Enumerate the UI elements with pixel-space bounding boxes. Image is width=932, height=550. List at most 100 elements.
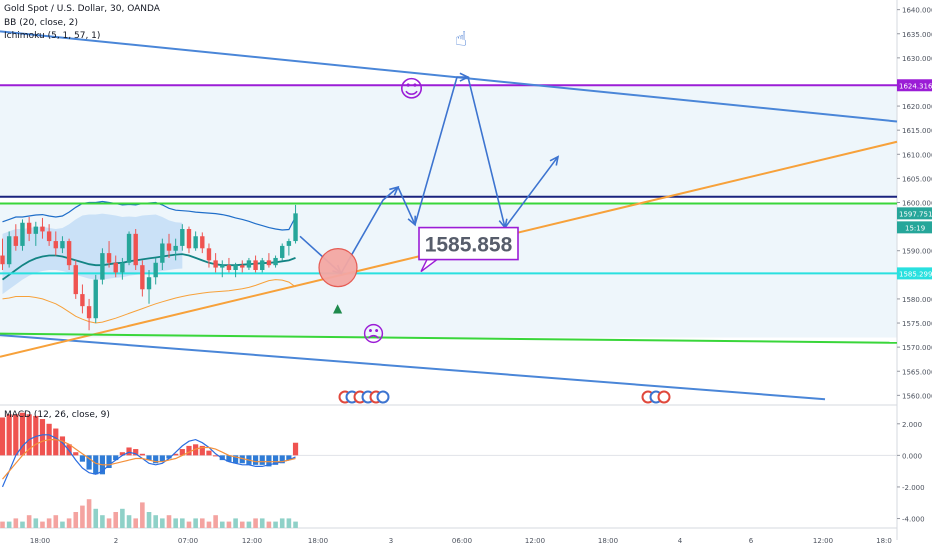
candle-body[interactable] — [206, 248, 212, 261]
event-flag-icon[interactable] — [376, 390, 390, 404]
price-tag-label: 1624.316 — [899, 82, 932, 90]
macd-histogram-bar[interactable] — [173, 453, 179, 456]
event-flag-icon[interactable] — [657, 390, 671, 404]
macd-histogram-bar[interactable] — [33, 415, 39, 456]
macd-histogram-bar[interactable] — [266, 455, 272, 467]
candle-body[interactable] — [80, 294, 85, 307]
candle-body[interactable] — [126, 233, 132, 263]
macd-histogram-bar[interactable] — [193, 444, 199, 456]
macd-histogram-bar[interactable] — [126, 447, 132, 456]
candle-body[interactable] — [253, 260, 258, 270]
candle-body[interactable] — [173, 245, 178, 251]
macd-histogram-bar[interactable] — [159, 455, 165, 462]
candle-body[interactable] — [86, 306, 92, 319]
candle-body[interactable] — [193, 236, 198, 249]
macd-histogram-bar[interactable] — [93, 455, 99, 475]
candle-body[interactable] — [220, 265, 225, 268]
macd-histogram-bar[interactable] — [186, 445, 192, 456]
macd-histogram-bar[interactable] — [106, 455, 112, 468]
macd-histogram-bar[interactable] — [213, 455, 219, 457]
candle-body[interactable] — [153, 262, 158, 278]
candle-body[interactable] — [266, 260, 272, 266]
trendline-lower-green[interactable] — [0, 332, 898, 344]
candle-body[interactable] — [246, 260, 252, 268]
macd-histogram-bar[interactable] — [179, 449, 185, 456]
candle-body[interactable] — [293, 213, 298, 242]
macd-histogram-bar[interactable] — [79, 455, 86, 462]
macd-histogram-bar[interactable] — [86, 455, 92, 470]
candle-body[interactable] — [140, 265, 145, 290]
candle-body[interactable] — [186, 229, 192, 249]
candle-body[interactable] — [0, 255, 5, 265]
macd-histogram-bar[interactable] — [239, 455, 245, 464]
macd-histogram-bar[interactable] — [252, 455, 259, 465]
macd-histogram-bar[interactable] — [199, 445, 205, 456]
candle-body[interactable] — [40, 226, 45, 232]
candle-body[interactable] — [100, 253, 105, 280]
macd-histogram-bar[interactable] — [146, 455, 152, 461]
candle-body[interactable] — [93, 279, 98, 319]
macd-histogram-bar[interactable] — [219, 455, 225, 461]
candle-body[interactable] — [166, 243, 172, 251]
macd-histogram-bar[interactable] — [292, 442, 299, 456]
candle-body[interactable] — [160, 243, 165, 263]
callout-box[interactable] — [418, 226, 519, 261]
trendline-lower-descending[interactable] — [0, 334, 826, 401]
candle-body[interactable] — [146, 277, 152, 290]
candle-body[interactable] — [73, 265, 78, 295]
macd-histogram-bar[interactable] — [6, 414, 12, 456]
macd-histogram-bar[interactable] — [226, 455, 232, 462]
macd-histogram-bar[interactable] — [286, 455, 292, 461]
macd-histogram-bar[interactable] — [166, 455, 172, 459]
candle-body[interactable] — [26, 222, 32, 234]
price-tag-label: 1597.751 — [899, 210, 932, 218]
candle-body[interactable] — [33, 226, 38, 234]
candle-body[interactable] — [6, 236, 12, 265]
candle-body[interactable] — [233, 265, 238, 270]
trendline-upper-descending[interactable] — [0, 30, 898, 123]
macd-histogram-bar[interactable] — [272, 455, 279, 465]
macd-histogram-bar[interactable] — [19, 412, 26, 456]
macd-histogram-bar[interactable] — [233, 455, 239, 464]
candle-body[interactable] — [200, 236, 205, 249]
macd-histogram-bar[interactable] — [73, 452, 79, 456]
target-circle[interactable] — [318, 247, 358, 288]
candle-body[interactable] — [113, 262, 118, 273]
macd-histogram-bar[interactable] — [0, 417, 6, 456]
candle-body[interactable] — [120, 262, 125, 273]
macd-histogram-bar[interactable] — [133, 449, 139, 456]
macd-histogram-bar[interactable] — [259, 455, 265, 465]
macd-histogram-bar[interactable] — [206, 450, 212, 456]
macd-histogram-bar[interactable] — [39, 419, 46, 456]
candle-body[interactable] — [60, 241, 65, 249]
candle-body[interactable] — [280, 245, 285, 258]
candle-body[interactable] — [66, 241, 72, 266]
candle-body[interactable] — [226, 265, 232, 270]
macd-histogram-bar[interactable] — [119, 452, 125, 456]
candle-body[interactable] — [180, 229, 185, 246]
candle-body[interactable] — [273, 257, 278, 266]
macd-histogram-bar[interactable] — [59, 436, 66, 456]
macd-histogram-bar[interactable] — [139, 453, 145, 456]
candle-body[interactable] — [13, 236, 19, 246]
macd-histogram-bar[interactable] — [26, 414, 32, 456]
macd-legend[interactable]: MACD (12, 26, close, 9) — [4, 410, 110, 420]
candle-body[interactable] — [240, 265, 245, 268]
candle-body[interactable] — [106, 253, 112, 263]
candle-body[interactable] — [260, 260, 265, 270]
macd-histogram-bar[interactable] — [113, 455, 119, 461]
bb-legend[interactable]: BB (20, close, 2) — [4, 18, 78, 28]
macd-histogram-bar[interactable] — [279, 455, 285, 464]
macd-histogram-bar[interactable] — [53, 428, 59, 456]
ichimoku-legend[interactable]: Ichimoku (5, 1, 57, 1) — [4, 31, 100, 41]
candle-body[interactable] — [133, 233, 138, 266]
candle-body[interactable] — [53, 241, 58, 249]
macd-histogram-bar[interactable] — [153, 455, 159, 464]
symbol-legend[interactable]: Gold Spot / U.S. Dollar, 30, OANDA — [4, 4, 160, 14]
candle-body[interactable] — [46, 231, 52, 242]
candle-body[interactable] — [20, 222, 25, 246]
candle-body[interactable] — [286, 241, 292, 246]
macd-histogram-bar[interactable] — [13, 414, 19, 456]
candle-body[interactable] — [213, 260, 218, 268]
